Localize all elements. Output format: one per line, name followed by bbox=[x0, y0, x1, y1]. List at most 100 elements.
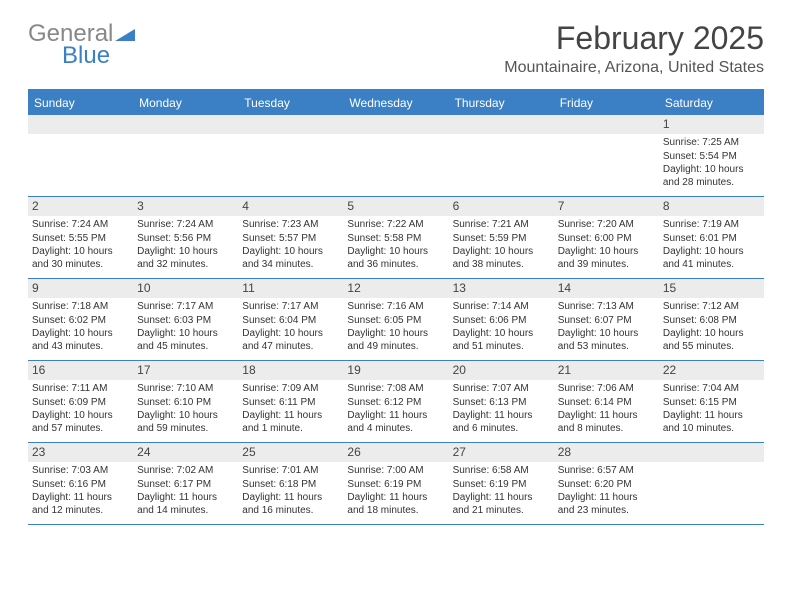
sunset-text: Sunset: 6:10 PM bbox=[137, 397, 234, 410]
daylight-text: Daylight: 11 hours and 6 minutes. bbox=[453, 410, 550, 435]
sunset-text: Sunset: 6:14 PM bbox=[558, 397, 655, 410]
day-cell: 22Sunrise: 7:04 AMSunset: 6:15 PMDayligh… bbox=[659, 361, 764, 442]
day-number: 8 bbox=[659, 197, 764, 216]
week-row: 1Sunrise: 7:25 AMSunset: 5:54 PMDaylight… bbox=[28, 115, 764, 197]
day-cell: 10Sunrise: 7:17 AMSunset: 6:03 PMDayligh… bbox=[133, 279, 238, 360]
sunrise-text: Sunrise: 7:07 AM bbox=[453, 383, 550, 396]
sunset-text: Sunset: 5:58 PM bbox=[347, 233, 444, 246]
day-cell: 2Sunrise: 7:24 AMSunset: 5:55 PMDaylight… bbox=[28, 197, 133, 278]
day-cell: 7Sunrise: 7:20 AMSunset: 6:00 PMDaylight… bbox=[554, 197, 659, 278]
day-number bbox=[28, 115, 133, 134]
sunrise-text: Sunrise: 7:09 AM bbox=[242, 383, 339, 396]
daylight-text: Daylight: 10 hours and 30 minutes. bbox=[32, 246, 129, 271]
day-cell bbox=[659, 443, 764, 524]
sunrise-text: Sunrise: 7:10 AM bbox=[137, 383, 234, 396]
sunset-text: Sunset: 6:08 PM bbox=[663, 315, 760, 328]
header: GeneralBlue February 2025 Mountainaire, … bbox=[0, 0, 792, 81]
sunrise-text: Sunrise: 7:17 AM bbox=[137, 301, 234, 314]
daylight-text: Daylight: 11 hours and 14 minutes. bbox=[137, 492, 234, 517]
sunset-text: Sunset: 6:00 PM bbox=[558, 233, 655, 246]
daylight-text: Daylight: 11 hours and 12 minutes. bbox=[32, 492, 129, 517]
day-cell: 27Sunrise: 6:58 AMSunset: 6:19 PMDayligh… bbox=[449, 443, 554, 524]
daylight-text: Daylight: 10 hours and 34 minutes. bbox=[242, 246, 339, 271]
day-number bbox=[554, 115, 659, 134]
day-number: 7 bbox=[554, 197, 659, 216]
logo-triangle-icon bbox=[115, 27, 135, 46]
sunrise-text: Sunrise: 7:04 AM bbox=[663, 383, 760, 396]
daylight-text: Daylight: 10 hours and 38 minutes. bbox=[453, 246, 550, 271]
title-block: February 2025 Mountainaire, Arizona, Uni… bbox=[504, 20, 764, 77]
day-cell bbox=[449, 115, 554, 196]
day-number bbox=[238, 115, 343, 134]
day-cell: 24 Sunrise: 7:02 AMSunset: 6:17 PMDayligh… bbox=[133, 443, 238, 524]
logo: GeneralBlue bbox=[28, 20, 135, 70]
sunrise-text: Sunrise: 7:12 AM bbox=[663, 301, 760, 314]
sunset-text: Sunset: 6:09 PM bbox=[32, 397, 129, 410]
sunset-text: Sunset: 6:04 PM bbox=[242, 315, 339, 328]
day-number bbox=[343, 115, 448, 134]
sunset-text: Sunset: 5:57 PM bbox=[242, 233, 339, 246]
day-cell: 3Sunrise: 7:24 AMSunset: 5:56 PMDaylight… bbox=[133, 197, 238, 278]
week-row: 23Sunrise: 7:03 AMSunset: 6:16 PMDayligh… bbox=[28, 443, 764, 525]
week-row: 9Sunrise: 7:18 AMSunset: 6:02 PMDaylight… bbox=[28, 279, 764, 361]
daylight-text: Daylight: 11 hours and 10 minutes. bbox=[663, 410, 760, 435]
day-number: 16 bbox=[28, 361, 133, 380]
day-number: 25 bbox=[238, 443, 343, 462]
daylight-text: Daylight: 11 hours and 21 minutes. bbox=[453, 492, 550, 517]
day-number: 2 bbox=[28, 197, 133, 216]
sunrise-text: Sunrise: 7:16 AM bbox=[347, 301, 444, 314]
day-number: 24 bbox=[133, 443, 238, 462]
day-number: 5 bbox=[343, 197, 448, 216]
day-number: 14 bbox=[554, 279, 659, 298]
weeks-container: 1Sunrise: 7:25 AMSunset: 5:54 PMDaylight… bbox=[28, 115, 764, 525]
day-number: 19 bbox=[343, 361, 448, 380]
day-cell: 28Sunrise: 6:57 AMSunset: 6:20 PMDayligh… bbox=[554, 443, 659, 524]
day-cell: 9Sunrise: 7:18 AMSunset: 6:02 PMDaylight… bbox=[28, 279, 133, 360]
sunrise-text: Sunrise: 7:11 AM bbox=[32, 383, 129, 396]
sunset-text: Sunset: 6:18 PM bbox=[242, 479, 339, 492]
day-number: 12 bbox=[343, 279, 448, 298]
sunrise-text: Sunrise: 7:23 AM bbox=[242, 219, 339, 232]
weekday-label: Monday bbox=[133, 91, 238, 115]
week-row: 16 Sunrise: 7:11 AMSunset: 6:09 PM Dayligh… bbox=[28, 361, 764, 443]
day-cell: 16Sunrise: 7:11 AMSunset: 6:09 PMDayligh… bbox=[28, 361, 133, 442]
daylight-text: Daylight: 10 hours and 59 minutes. bbox=[137, 410, 234, 435]
daylight-text: Daylight: 10 hours and 28 minutes. bbox=[663, 164, 760, 189]
sunset-text: Sunset: 6:17 PM bbox=[137, 479, 234, 492]
day-number: 10 bbox=[133, 279, 238, 298]
day-cell: 13Sunrise: 7:14 AMSunset: 6:06 PMDayligh… bbox=[449, 279, 554, 360]
day-cell: 11Sunrise: 7:17 AMSunset: 6:04 PMDayligh… bbox=[238, 279, 343, 360]
sunset-text: Sunset: 6:12 PM bbox=[347, 397, 444, 410]
sunrise-text: Sunrise: 7:02 AM bbox=[137, 465, 234, 478]
day-number: 26 bbox=[343, 443, 448, 462]
day-number bbox=[449, 115, 554, 134]
day-number: 22 bbox=[659, 361, 764, 380]
day-number: 18 bbox=[238, 361, 343, 380]
weekday-header-row: SundayMondayTuesdayWednesdayThursdayFrid… bbox=[28, 91, 764, 115]
day-number: 17 bbox=[133, 361, 238, 380]
day-number: 27 bbox=[449, 443, 554, 462]
sunset-text: Sunset: 6:19 PM bbox=[347, 479, 444, 492]
sunrise-text: Sunrise: 7:25 AM bbox=[663, 137, 760, 150]
sunrise-text: Sunrise: 7:03 AM bbox=[32, 465, 129, 478]
day-cell: 12 Sunrise: 7:16 AMSunset: 6:05 PMDayligh… bbox=[343, 279, 448, 360]
daylight-text: Daylight: 10 hours and 55 minutes. bbox=[663, 328, 760, 353]
sunrise-text: Sunrise: 6:57 AM bbox=[558, 465, 655, 478]
weekday-label: Saturday bbox=[659, 91, 764, 115]
sunset-text: Sunset: 5:54 PM bbox=[663, 151, 760, 164]
daylight-text: Daylight: 10 hours and 36 minutes. bbox=[347, 246, 444, 271]
day-cell: 15Sunrise: 7:12 AMSunset: 6:08 PMDayligh… bbox=[659, 279, 764, 360]
weekday-label: Friday bbox=[554, 91, 659, 115]
day-number: 21 bbox=[554, 361, 659, 380]
day-cell: 26Sunrise: 7:00 AMSunset: 6:19 PMDayligh… bbox=[343, 443, 448, 524]
daylight-text: Daylight: 11 hours and 18 minutes. bbox=[347, 492, 444, 517]
sunset-text: Sunset: 6:19 PM bbox=[453, 479, 550, 492]
sunrise-text: Sunrise: 7:06 AM bbox=[558, 383, 655, 396]
daylight-text: Daylight: 11 hours and 8 minutes. bbox=[558, 410, 655, 435]
sunset-text: Sunset: 6:05 PM bbox=[347, 315, 444, 328]
day-number: 6 bbox=[449, 197, 554, 216]
day-number bbox=[659, 443, 764, 462]
day-cell: 19Sunrise: 7:08 AMSunset: 6:12 PMDayligh… bbox=[343, 361, 448, 442]
daylight-text: Daylight: 10 hours and 49 minutes. bbox=[347, 328, 444, 353]
location-text: Mountainaire, Arizona, United States bbox=[504, 59, 764, 77]
